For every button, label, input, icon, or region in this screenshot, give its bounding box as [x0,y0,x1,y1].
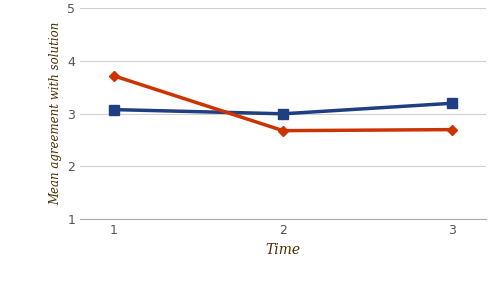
Female [280,129,286,132]
Line: Female: Female [111,72,455,134]
X-axis label: Time: Time [266,243,301,257]
Male [449,101,455,105]
Female [111,74,117,78]
Female [449,128,455,131]
Male [111,108,117,111]
Line: Male: Male [109,98,457,119]
Y-axis label: Mean agreement with solution: Mean agreement with solution [49,22,62,205]
Male [280,112,286,115]
